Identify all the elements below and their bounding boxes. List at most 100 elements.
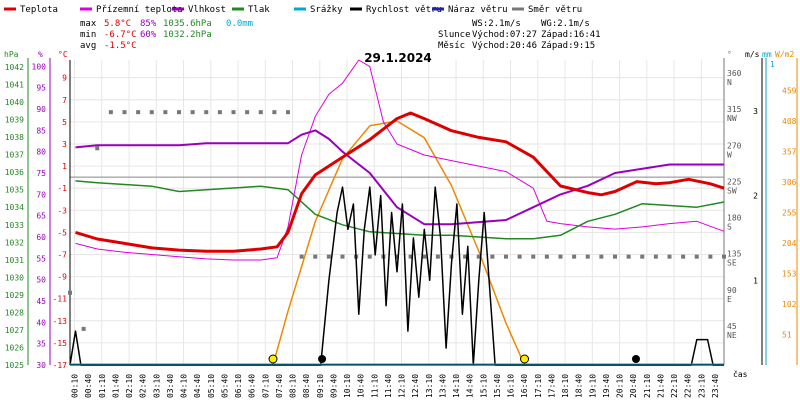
max-label: max [80, 19, 97, 29]
wind-dir-point [599, 254, 604, 259]
sunset-marker [520, 354, 530, 364]
time-tick-label: 02:10 [125, 374, 134, 398]
legend: Teplota Přízemní teplota Vlhkost Tlak Srážky… [4, 5, 582, 15]
wind-dir-point [81, 326, 86, 331]
solar-tick-label: 459 [782, 87, 797, 96]
time-tick-label: 12:40 [411, 374, 420, 398]
time-tick-label: 23:40 [711, 374, 720, 398]
solar-tick-label: 153 [782, 270, 797, 279]
wind-dir-point [395, 254, 399, 259]
temp-tick-label: 5 [62, 118, 67, 127]
wind-dir-point [68, 290, 72, 295]
solar-tick-label: 306 [782, 178, 797, 187]
wind-dir-point [231, 110, 236, 115]
series-line-teplota [75, 111, 725, 253]
pct-tick-label: 90 [36, 105, 46, 114]
wind-tick-label: 3 [753, 107, 758, 116]
avg-temp: -1.5°C [104, 41, 137, 51]
wind-dir-point [653, 254, 658, 259]
wind-dir-point [367, 254, 372, 259]
temp-tick-label: -13 [53, 317, 68, 326]
pct-tick-label: 75 [36, 169, 46, 178]
series-line-p-zemn-teplota [75, 59, 725, 261]
hpa-tick-label: 1038 [5, 133, 24, 142]
wind-dir-point [204, 110, 209, 115]
hpa-tick-label: 1039 [5, 116, 24, 125]
time-tick-label: 07:40 [275, 374, 284, 398]
time-tick-label: 13:10 [425, 374, 434, 398]
moon-label: Měsíc [438, 41, 465, 51]
time-tick-label: 15:10 [479, 374, 488, 398]
wind-dir-point [313, 254, 318, 259]
legend-label: Náraz větru [448, 5, 508, 15]
solar-tick-label: 255 [782, 209, 797, 218]
hpa-tick-label: 1033 [5, 221, 24, 230]
wind-dir-point [476, 254, 481, 259]
time-tick-label: 21:10 [643, 374, 652, 398]
wind-dir-point [667, 254, 672, 259]
time-tick-label: 14:40 [466, 374, 475, 398]
degc-axis-title: °C [58, 50, 68, 59]
wind-dir-point [490, 254, 495, 259]
wind-dir-point [286, 110, 290, 115]
moonset-marker [318, 355, 327, 363]
temp-tick-label: -5 [57, 228, 67, 237]
temp-tick-label: -7 [57, 250, 67, 259]
pct-tick-label: 80 [36, 148, 46, 157]
wind-dir-point [299, 254, 304, 259]
hpa-tick-label: 1036 [5, 168, 24, 177]
temp-tick-label: -3 [57, 206, 67, 215]
temp-tick-label: -1 [57, 184, 67, 193]
stats-block: max 5.8°C 85% 1035.6hPa 0.0mm min -6.7°C… [80, 19, 601, 51]
wind-tick-label: 1 [753, 276, 758, 285]
temp-tick-label: -11 [53, 295, 68, 304]
solar-tick-label: 204 [782, 239, 797, 248]
pct-tick-label: 30 [36, 361, 46, 370]
dir-tick-sub: N [727, 78, 732, 87]
time-tick-label: 05:10 [207, 374, 216, 398]
time-tick-label: 17:40 [547, 374, 556, 398]
time-tick-label: 23:10 [697, 374, 706, 398]
temp-tick-label: 7 [62, 96, 67, 105]
markers [268, 354, 640, 364]
hpa-tick-label: 1035 [5, 186, 24, 195]
dir-tick-label: 135 [727, 250, 742, 259]
time-tick-label: 18:40 [575, 374, 584, 398]
avg-label: avg [80, 41, 96, 51]
moonset-time: Západ:9:15 [541, 41, 595, 51]
wind-dir-point [408, 254, 413, 259]
hpa-tick-label: 1027 [5, 326, 24, 335]
wind-dir-point [572, 254, 577, 259]
time-tick-label: 01:10 [98, 374, 107, 398]
time-tick-label: 11:40 [384, 374, 393, 398]
temp-tick-label: -15 [53, 339, 68, 348]
dir-tick-label: 225 [727, 177, 742, 186]
temp-tick-label: -9 [57, 273, 67, 282]
wind-dir-point [681, 254, 686, 259]
time-tick-label: 20:40 [629, 374, 638, 398]
time-tick-label: 00:10 [71, 374, 80, 398]
wind-dir-point [517, 254, 522, 259]
time-tick-label: 22:40 [684, 374, 693, 398]
time-tick-label: 13:40 [438, 374, 447, 398]
sunrise-marker [268, 354, 278, 364]
pct-tick-label: 95 [36, 84, 46, 93]
time-tick-label: 06:40 [248, 374, 257, 398]
sunset-time: Západ:16:41 [541, 30, 601, 40]
hpa-tick-label: 1041 [5, 81, 24, 90]
wind-dir-point [585, 254, 590, 259]
pct-tick-label: 50 [36, 276, 46, 285]
time-tick-label: 10:40 [357, 374, 366, 398]
legend-label: Směr větru [528, 5, 582, 15]
time-tick-label: 19:10 [588, 374, 597, 398]
wind-dir-point [272, 110, 277, 115]
hpa-tick-label: 1037 [5, 151, 24, 160]
wind-dir-point [177, 110, 181, 115]
legend-label: Tlak [248, 5, 270, 15]
solar-tick-label: 102 [782, 300, 797, 309]
wind-dir-point [435, 254, 440, 259]
hpa-tick-label: 1034 [5, 203, 24, 212]
hpa-tick-label: 1029 [5, 291, 24, 300]
